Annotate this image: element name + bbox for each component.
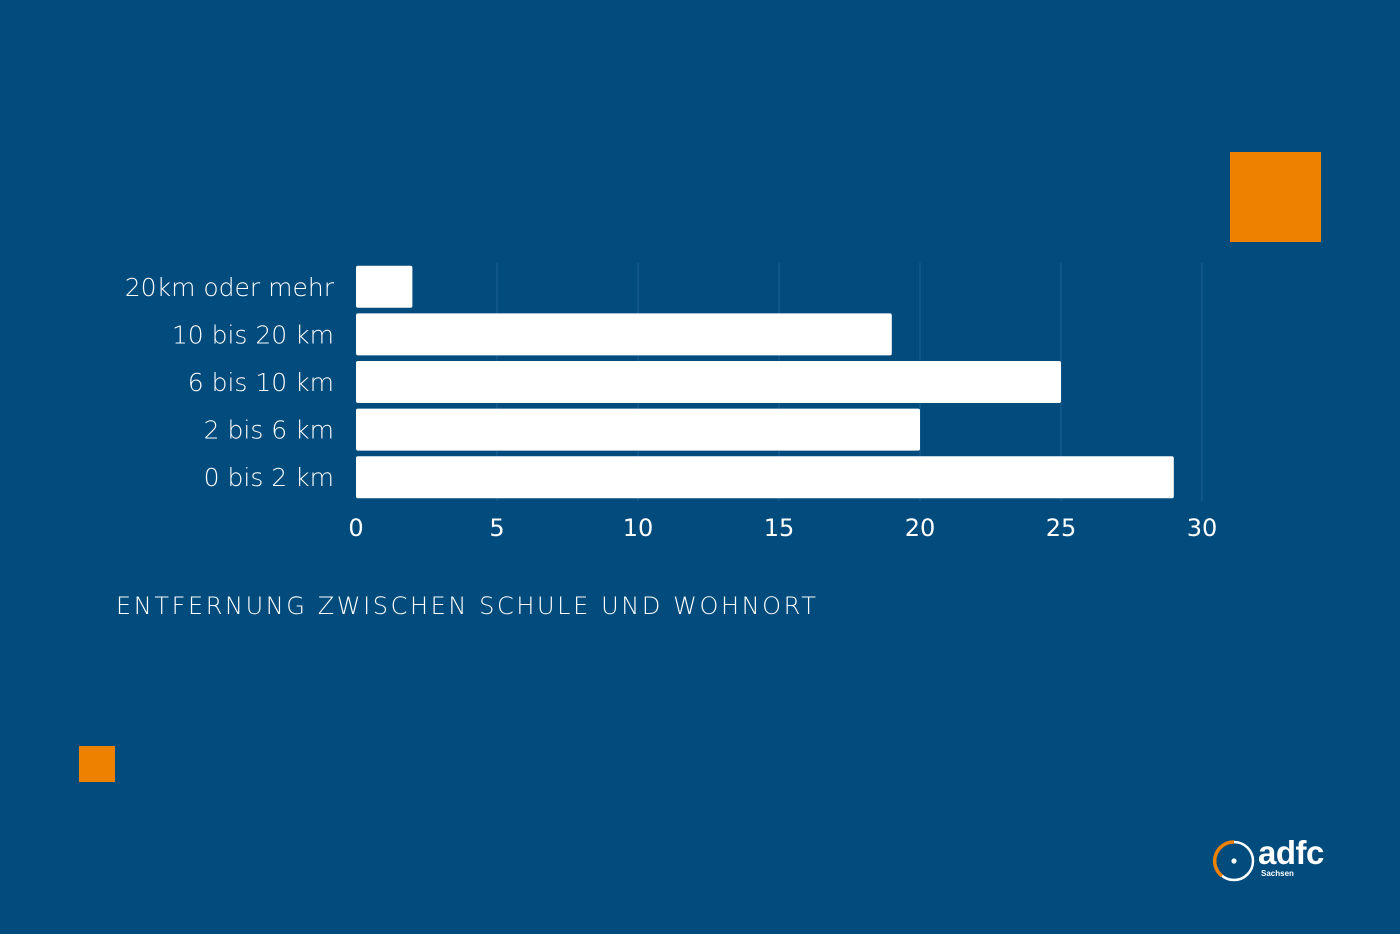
x-tick-label: 10 xyxy=(623,514,654,542)
x-tick-label: 20 xyxy=(905,514,936,542)
category-label: 6 bis 10 km xyxy=(188,368,334,397)
category-label: 10 bis 20 km xyxy=(172,320,334,349)
x-tick-label: 15 xyxy=(764,514,795,542)
adfc-wheel-icon xyxy=(1212,840,1255,882)
logo-subtext: Sachsen xyxy=(1261,869,1294,878)
bar xyxy=(356,313,892,356)
bars xyxy=(356,265,1174,499)
category-label: 2 bis 6 km xyxy=(204,416,334,445)
chart-caption: ENTFERNUNG ZWISCHEN SCHULE UND WOHNORT xyxy=(116,592,819,620)
x-tick-label: 25 xyxy=(1046,514,1077,542)
category-label: 20km oder mehr xyxy=(125,273,335,302)
x-tick-label: 30 xyxy=(1187,514,1218,542)
decorative-square-large xyxy=(1230,152,1321,242)
x-tick-label: 0 xyxy=(348,514,363,542)
category-label: 0 bis 2 km xyxy=(204,463,334,492)
bar xyxy=(356,265,413,308)
x-axis-ticks: 0 5 10 15 20 25 30 xyxy=(348,514,1217,542)
decorative-square-small xyxy=(79,746,115,782)
bar xyxy=(356,361,1061,403)
adfc-logo: adfc Sachsen xyxy=(1212,834,1332,886)
x-tick-label: 5 xyxy=(489,514,504,542)
bar xyxy=(356,408,920,451)
bar xyxy=(356,456,1174,499)
logo-wordmark: adfc xyxy=(1258,834,1324,871)
category-labels: 20km oder mehr 10 bis 20 km 6 bis 10 km 2 b… xyxy=(125,273,335,492)
